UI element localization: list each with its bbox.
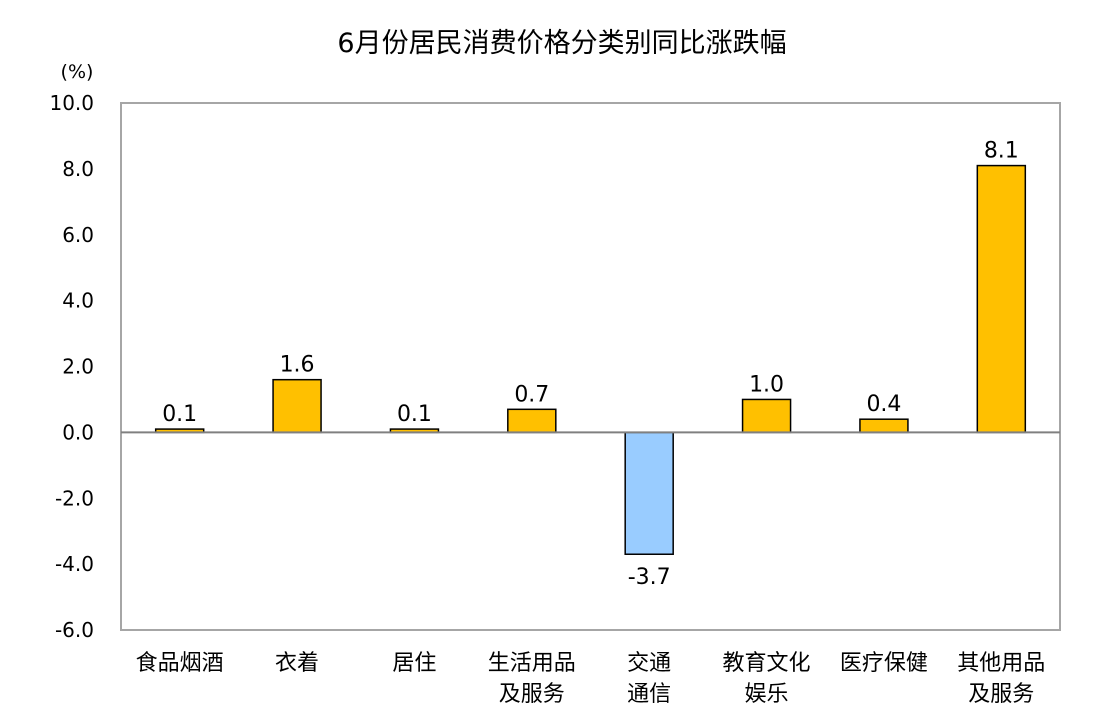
- bar: [272, 378, 322, 434]
- bar: [741, 398, 792, 434]
- x-tick-label: 通信: [627, 682, 671, 707]
- data-label: 8.1: [984, 139, 1019, 164]
- bar: [976, 164, 1027, 434]
- data-label: 0.1: [397, 402, 432, 427]
- x-tick-label: 及服务: [499, 682, 565, 707]
- bars: [154, 164, 1027, 555]
- bar: [507, 408, 557, 434]
- data-label: 1.6: [280, 353, 315, 378]
- y-tick-label: 8.0: [62, 157, 94, 181]
- data-label: 0.1: [162, 402, 197, 427]
- x-tick-label: 教育文化: [723, 651, 811, 676]
- y-tick-label: -2.0: [55, 486, 94, 510]
- x-tick-label: 生活用品: [488, 651, 576, 676]
- y-tick-label: -4.0: [55, 552, 94, 576]
- plot-frame: [120, 102, 1061, 631]
- bar: [859, 418, 909, 434]
- x-tick-label: 及服务: [968, 682, 1034, 707]
- y-tick-label: 4.0: [62, 289, 94, 313]
- y-tick-label: 2.0: [62, 355, 94, 379]
- x-tick-label: 其他用品: [957, 651, 1045, 676]
- chart-title: 6月份居民消费价格分类别同比涨跌幅: [337, 28, 786, 59]
- x-tick-label: 居住: [392, 651, 436, 676]
- value-labels: 0.1 1.6 0.1 0.7 -3.7 1.0 0.4 8.1: [162, 139, 1019, 591]
- y-tick-label: 6.0: [62, 223, 94, 247]
- x-tick-label: 食品烟酒: [136, 651, 224, 676]
- y-axis-unit-label: (%): [61, 61, 94, 83]
- y-tick-label: -6.0: [55, 618, 94, 642]
- bar: [624, 431, 674, 555]
- data-label: 0.7: [514, 382, 549, 407]
- data-label: 0.4: [866, 392, 901, 417]
- data-label: -3.7: [628, 565, 671, 590]
- x-tick-label: 娱乐: [745, 682, 789, 707]
- data-label: 1.0: [749, 372, 784, 397]
- x-tick-label: 医疗保健: [840, 651, 928, 676]
- y-axis: 10.0 8.0 6.0 4.0 2.0 0.0 -2.0 -4.0 -6.0: [49, 91, 94, 642]
- x-tick-label: 衣着: [275, 651, 319, 676]
- y-tick-label: 0.0: [62, 420, 94, 444]
- x-tick-label: 交通: [627, 651, 671, 676]
- y-tick-label: 10.0: [49, 91, 94, 115]
